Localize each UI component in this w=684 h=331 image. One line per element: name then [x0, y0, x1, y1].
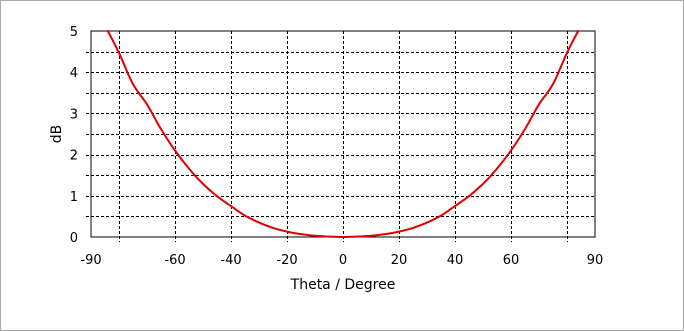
x-axis-title: Theta / Degree: [290, 277, 396, 293]
x-tick-label: -40: [220, 253, 241, 268]
x-tick-label: -60: [164, 253, 185, 268]
y-axis-title: dB: [49, 125, 65, 144]
y-tick-label: 5: [70, 25, 78, 40]
y-tick-label: 1: [70, 190, 78, 205]
grid-lines: [86, 31, 595, 242]
x-tick-label: -20: [276, 253, 297, 268]
y-tick-label: 4: [70, 66, 78, 81]
y-tick-label: 0: [70, 231, 78, 246]
y-tick-label: 2: [70, 149, 78, 164]
x-tick-label: 20: [391, 253, 408, 268]
x-tick-label: -90: [80, 253, 101, 268]
series-line: [106, 30, 580, 238]
x-tick-label: 0: [339, 253, 347, 268]
y-tick-label: 3: [70, 107, 78, 122]
series-layer: [106, 30, 580, 238]
x-axis-ticks: -90 -60 -40 -20 0 20 40 60 90: [80, 253, 603, 268]
y-axis-ticks: 0 1 2 3 4 5: [70, 25, 78, 246]
x-tick-label: 40: [447, 253, 464, 268]
x-tick-label: 90: [587, 253, 604, 268]
x-tick-label: 60: [503, 253, 520, 268]
